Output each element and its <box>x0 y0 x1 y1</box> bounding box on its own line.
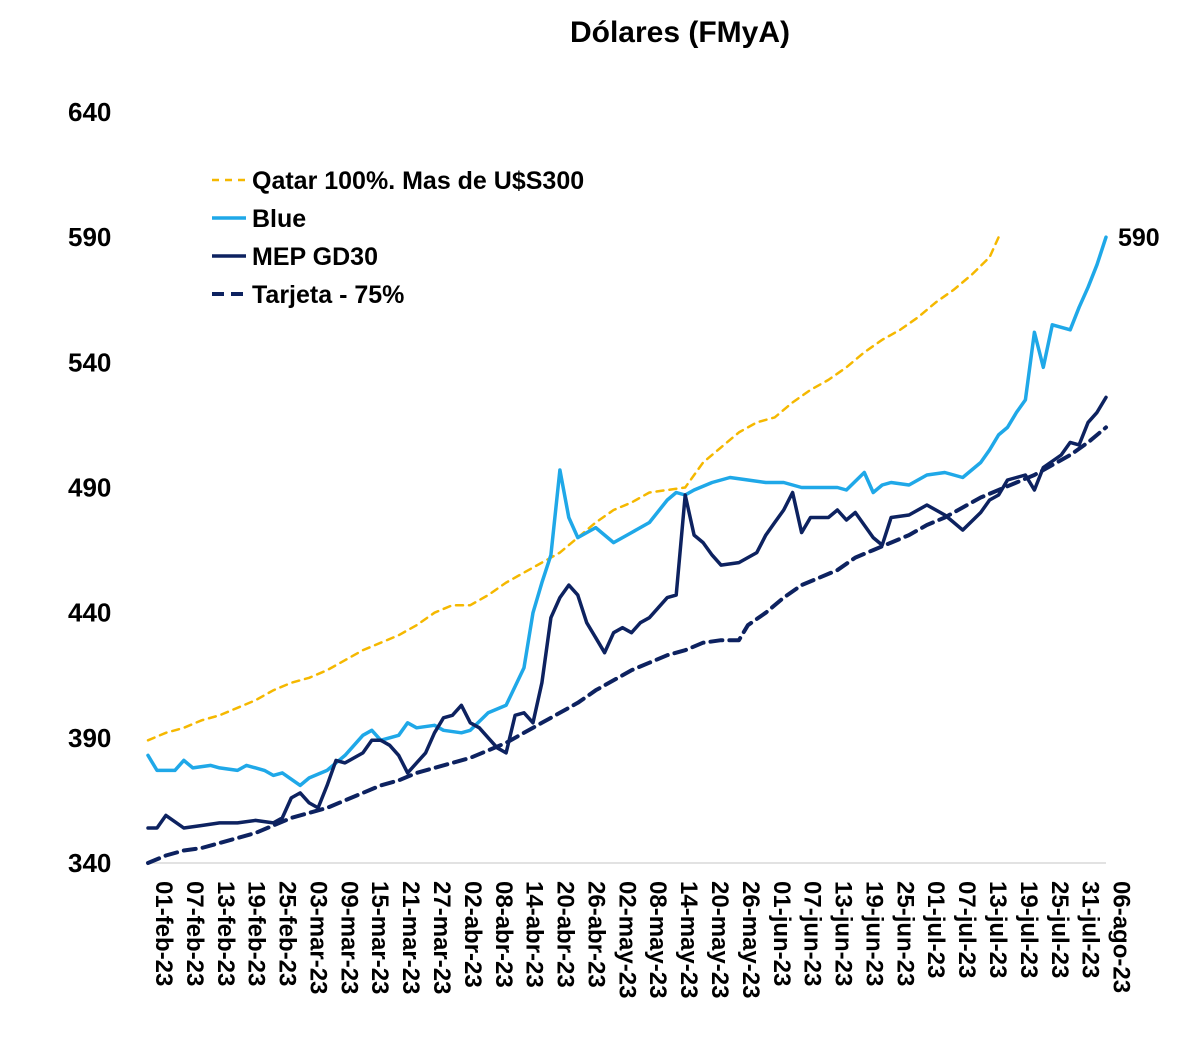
series-line-3 <box>146 395 1108 830</box>
y-tick-label: 490 <box>68 473 111 503</box>
y-tick-label: 640 <box>68 97 111 127</box>
x-tick-label: 25-feb-23 <box>274 881 301 986</box>
series-layer <box>146 235 1108 865</box>
x-tick-label: 31-jul-23 <box>1077 881 1104 978</box>
y-tick-label: 390 <box>68 723 111 753</box>
x-tick-label: 01-feb-23 <box>150 881 177 986</box>
x-tick-label: 21-mar-23 <box>397 881 424 994</box>
x-tick-label: 14-may-23 <box>675 881 702 998</box>
x-tick-label: 19-jul-23 <box>1015 881 1042 978</box>
legend-label: Tarjeta - 75% <box>252 281 404 309</box>
x-tick-label: 15-mar-23 <box>366 881 393 994</box>
x-tick-label: 02-abr-23 <box>459 881 486 988</box>
x-tick-label: 19-jun-23 <box>860 881 887 986</box>
x-tick-label: 01-jul-23 <box>922 881 949 978</box>
x-tick-label: 02-may-23 <box>613 881 640 998</box>
x-tick-label: 07-feb-23 <box>181 881 208 986</box>
x-tick-label: 20-may-23 <box>706 881 733 998</box>
x-tick-label: 13-jun-23 <box>830 881 857 986</box>
x-tick-label: 07-jul-23 <box>953 881 980 978</box>
x-tick-label: 13-feb-23 <box>212 881 239 986</box>
legend: Qatar 100%. Mas de U$S300 Blue MEP GD30 Tar… <box>212 167 584 309</box>
series-line-2 <box>146 235 1108 788</box>
x-tick-label: 27-mar-23 <box>428 881 455 994</box>
legend-label: Blue <box>252 205 306 233</box>
x-axis: 01-feb-23 07-feb-23 13-feb-23 19-feb-23 25-f… <box>150 881 1135 998</box>
y-tick-label: 340 <box>68 848 111 878</box>
x-tick-label: 26-abr-23 <box>582 881 609 988</box>
series-line-4 <box>146 425 1108 865</box>
y-tick-label: 440 <box>68 598 111 628</box>
legend-label: Qatar 100%. Mas de U$S300 <box>252 167 584 195</box>
x-tick-label: 25-jul-23 <box>1046 881 1073 978</box>
end-value-label: 590 <box>1118 224 1160 252</box>
chart-title: Dólares (FMyA) <box>570 16 790 49</box>
x-tick-label: 26-may-23 <box>737 881 764 998</box>
series-line-1 <box>146 235 1000 742</box>
x-tick-label: 06-ago-23 <box>1108 881 1135 993</box>
legend-label: MEP GD30 <box>252 243 378 271</box>
x-tick-label: 13-jul-23 <box>984 881 1011 978</box>
y-axis: 340 390 440 490 540 590 640 <box>68 97 111 878</box>
x-tick-label: 01-jun-23 <box>768 881 795 986</box>
x-tick-label: 19-feb-23 <box>243 881 270 986</box>
x-tick-label: 20-abr-23 <box>552 881 579 988</box>
x-tick-label: 09-mar-23 <box>335 881 362 994</box>
y-tick-label: 590 <box>68 222 111 252</box>
x-tick-label: 14-abr-23 <box>521 881 548 988</box>
x-tick-label: 08-abr-23 <box>490 881 517 988</box>
x-tick-label: 07-jun-23 <box>799 881 826 986</box>
x-tick-label: 03-mar-23 <box>304 881 331 994</box>
x-tick-label: 08-may-23 <box>644 881 671 998</box>
y-tick-label: 540 <box>68 347 111 377</box>
x-tick-label: 25-jun-23 <box>891 881 918 986</box>
